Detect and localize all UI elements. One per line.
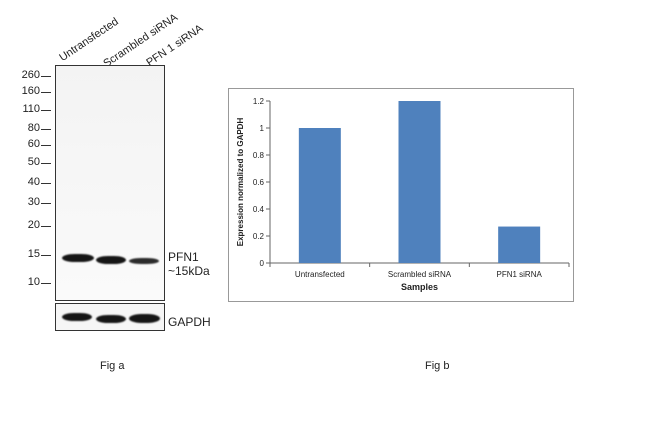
mw-tick [41,145,51,146]
bar-1 [398,101,441,263]
mw-tick [41,183,51,184]
mw-tick [41,92,51,93]
x-tick-label: Untransfected [295,270,345,279]
y-tick-label: 0.4 [253,205,265,214]
mw-marker-110: 110 [22,103,40,115]
mw-marker-20: 20 [27,219,40,231]
fig-a-caption: Fig a [100,360,125,372]
mw-marker-30: 30 [27,196,40,208]
mw-tick [41,255,51,256]
gapdh-band-lane-3 [129,314,160,323]
mw-tick [41,129,51,130]
bar-0 [298,128,341,263]
mw-marker-60: 60 [27,138,40,150]
y-axis-title: Expression normalized to GAPDH [236,118,245,247]
blot-membrane-pfn1 [55,65,165,301]
gapdh-band-lane-1 [62,313,92,321]
mw-tick [41,110,51,111]
x-tick-label: Scrambled siRNA [388,270,452,279]
y-tick-label: 0.8 [253,151,265,160]
pfn1-band-lane-3 [129,258,159,264]
mw-marker-15: 15 [27,248,40,260]
mw-tick [41,283,51,284]
mw-marker-40: 40 [27,176,40,188]
western-blot-panel: Untransfected Scrambled siRNA PFN 1 siRN… [0,0,230,340]
mw-marker-80: 80 [27,122,40,134]
x-axis-title: Samples [401,282,438,292]
x-tick-label: PFN1 siRNA [496,270,542,279]
mw-tick [41,226,51,227]
y-tick-label: 0 [260,259,265,268]
bar-chart: 0 0.2 0.4 0.6 0.8 1 1.2 Untransfected Scrambled … [236,97,570,292]
mw-marker-10: 10 [27,276,40,288]
mw-marker-160: 160 [21,85,40,97]
bar-2 [498,226,541,263]
blot-membrane-gapdh [55,303,165,331]
gapdh-band-name: GAPDH [168,315,211,329]
pfn1-band-size: ~15kDa [168,264,210,278]
y-tick-label: 1.2 [253,97,265,106]
fig-b-caption: Fig b [425,360,450,372]
gapdh-band-lane-2 [96,315,126,323]
y-tick-label: 0.2 [253,232,265,241]
pfn1-band-lane-2 [96,256,126,264]
pfn1-band-name: PFN1 [168,250,199,264]
bar-chart-frame: 0 0.2 0.4 0.6 0.8 1 1.2 Untransfected Scrambled … [228,88,574,302]
mw-marker-260: 260 [21,69,40,81]
y-tick-label: 0.6 [253,178,265,187]
mw-tick [41,76,51,77]
mw-tick [41,163,51,164]
y-tick-label: 1 [260,124,265,133]
mw-marker-50: 50 [27,156,40,168]
pfn1-band-lane-1 [62,254,94,262]
mw-tick [41,203,51,204]
